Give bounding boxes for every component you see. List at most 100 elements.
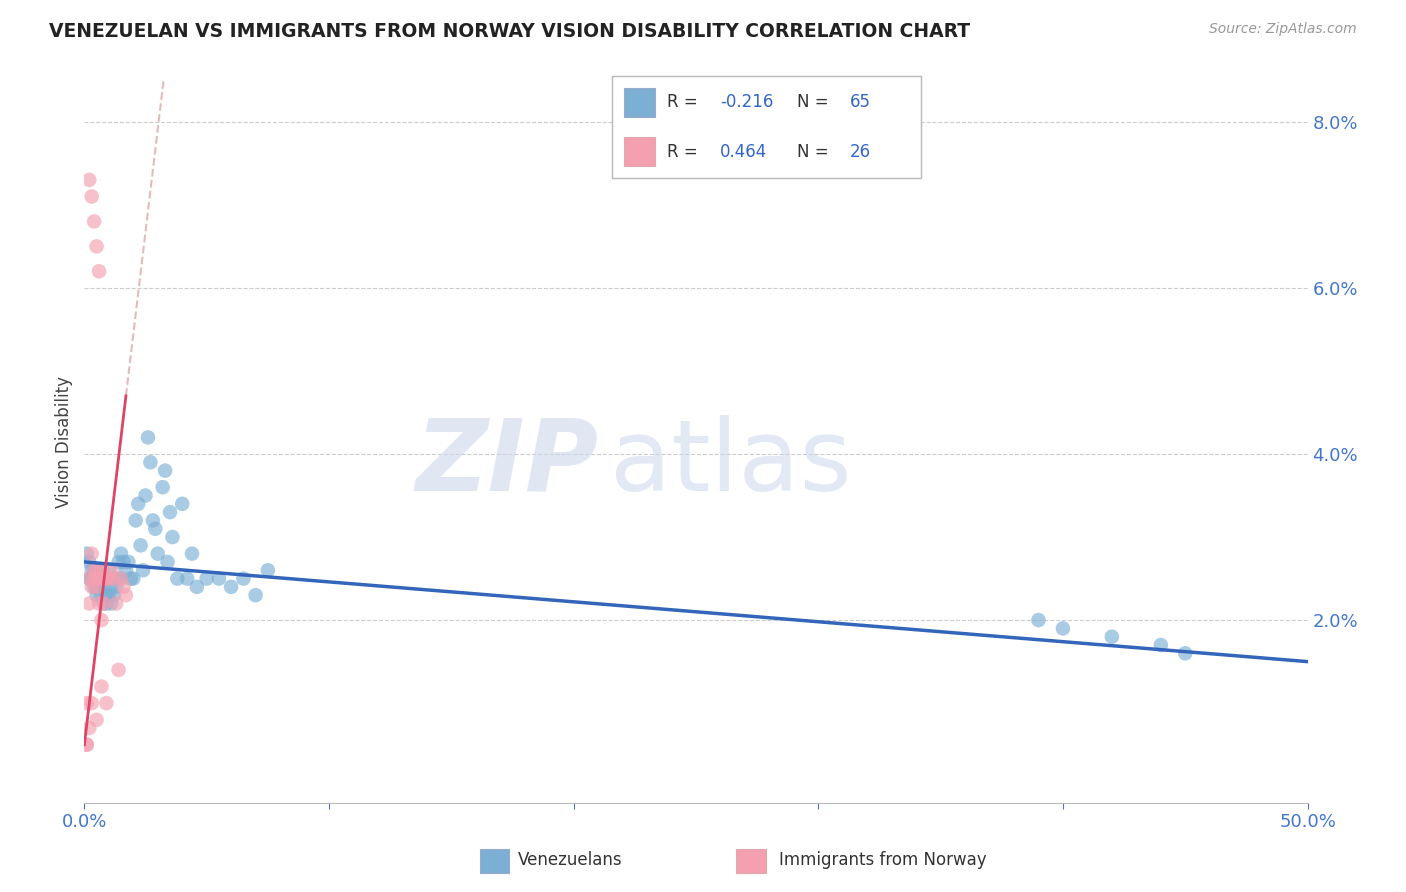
Point [86, 580, 108, 594]
Point [87, 572, 110, 586]
Point [80, 572, 103, 586]
Point [112, 555, 135, 569]
Point [117, 555, 139, 569]
Point [86, 239, 108, 253]
Point [125, 513, 148, 527]
Point [100, 580, 122, 594]
Point [87, 597, 110, 611]
Point [136, 430, 159, 444]
Point [257, 563, 280, 577]
Point [96, 696, 118, 710]
Point [77, 721, 100, 735]
Point [90, 613, 112, 627]
Point [146, 547, 169, 561]
Point [143, 522, 166, 536]
Text: 0.464: 0.464 [720, 144, 768, 161]
Point [77, 173, 100, 187]
Point [176, 572, 198, 586]
Point [80, 580, 103, 594]
Point [1028, 613, 1050, 627]
Point [208, 572, 231, 586]
Point [153, 464, 176, 478]
Point [77, 597, 100, 611]
Point [90, 680, 112, 694]
Point [1174, 646, 1197, 660]
Point [93, 580, 115, 594]
Point [96, 597, 118, 611]
Point [96, 572, 118, 586]
Point [83, 563, 105, 577]
Text: -0.216: -0.216 [720, 93, 773, 111]
Point [129, 538, 152, 552]
Text: Immigrants from Norway: Immigrants from Norway [779, 851, 987, 869]
Point [97, 563, 120, 577]
Point [76, 547, 98, 561]
Point [107, 555, 129, 569]
Point [83, 563, 105, 577]
Point [105, 597, 128, 611]
Point [152, 480, 174, 494]
Text: ZIP: ZIP [415, 415, 598, 512]
Point [80, 189, 103, 203]
Point [90, 563, 112, 577]
Point [156, 555, 179, 569]
FancyBboxPatch shape [624, 88, 655, 117]
FancyBboxPatch shape [479, 848, 509, 873]
Point [77, 572, 100, 586]
Point [100, 563, 122, 577]
Point [90, 572, 112, 586]
Point [80, 547, 103, 561]
Point [245, 588, 267, 602]
Point [93, 597, 115, 611]
Point [105, 580, 128, 594]
Point [86, 572, 108, 586]
Point [162, 530, 184, 544]
Point [103, 588, 125, 602]
Point [83, 580, 105, 594]
Text: 65: 65 [849, 93, 870, 111]
Y-axis label: Vision Disability: Vision Disability [55, 376, 73, 508]
Point [97, 588, 120, 602]
Point [1101, 630, 1123, 644]
Point [122, 572, 145, 586]
Text: N =: N = [797, 93, 834, 111]
Point [86, 563, 108, 577]
Point [76, 738, 98, 752]
Point [115, 563, 138, 577]
Point [166, 572, 188, 586]
Point [83, 572, 105, 586]
Point [110, 572, 132, 586]
Point [1052, 621, 1074, 635]
Point [87, 264, 110, 278]
Point [135, 489, 157, 503]
Text: R =: R = [668, 93, 703, 111]
Point [132, 563, 155, 577]
Point [96, 588, 118, 602]
FancyBboxPatch shape [737, 848, 766, 873]
Point [103, 572, 125, 586]
Point [86, 713, 108, 727]
Point [87, 580, 110, 594]
Text: Venezuelans: Venezuelans [517, 851, 621, 869]
Point [110, 572, 132, 586]
Point [86, 563, 108, 577]
Point [96, 572, 118, 586]
Point [76, 738, 98, 752]
Point [86, 588, 108, 602]
Point [159, 505, 181, 519]
Point [90, 588, 112, 602]
FancyBboxPatch shape [624, 137, 655, 166]
Point [100, 597, 122, 611]
Point [232, 572, 254, 586]
Point [219, 580, 242, 594]
Point [83, 214, 105, 228]
Text: Source: ZipAtlas.com: Source: ZipAtlas.com [1209, 22, 1357, 37]
Point [142, 513, 165, 527]
Point [97, 572, 120, 586]
Point [93, 572, 115, 586]
Point [195, 572, 218, 586]
Point [127, 497, 149, 511]
Point [112, 580, 135, 594]
Text: 26: 26 [849, 144, 870, 161]
Point [87, 563, 110, 577]
